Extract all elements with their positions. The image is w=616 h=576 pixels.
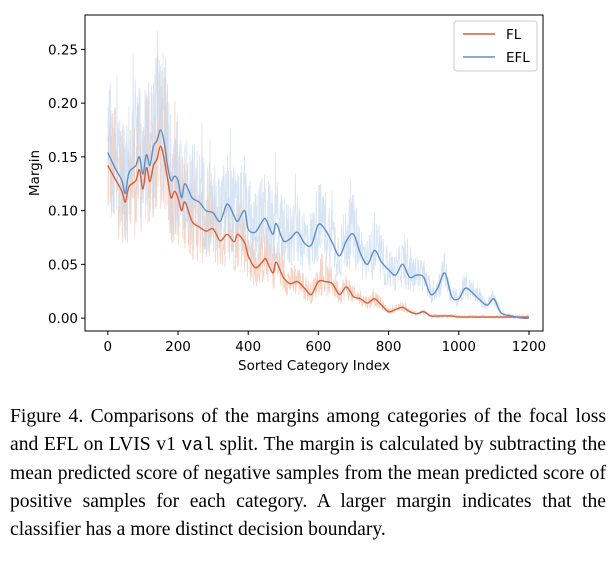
y-tick-label: 0.20 bbox=[48, 96, 78, 112]
x-axis-label: Sorted Category Index bbox=[238, 358, 390, 374]
legend: FL EFL bbox=[453, 20, 538, 72]
caption-split-name: val bbox=[181, 436, 214, 456]
series-line-efl bbox=[107, 129, 529, 319]
figure-caption: Figure 4. Comparisons of the margins amo… bbox=[10, 403, 606, 544]
x-tick-label: 1200 bbox=[512, 339, 546, 355]
y-tick-label: 0.10 bbox=[48, 204, 78, 220]
x-tick-label: 800 bbox=[376, 339, 402, 355]
x-tick-label: 0 bbox=[104, 339, 113, 355]
margin-chart: 0 200 400 600 800 1000 1200 0.00 0.05 0.10 0.15 0.… bbox=[27, 14, 546, 374]
legend-label-fl: FL bbox=[506, 27, 522, 43]
plot-frame bbox=[84, 14, 544, 332]
caption-text-1: Figure 4. Comparisons of the margins amo… bbox=[10, 406, 606, 455]
x-tick-label: 200 bbox=[165, 339, 191, 355]
legend-label-efl: EFL bbox=[506, 50, 530, 66]
x-tick-label: 1000 bbox=[442, 339, 476, 355]
y-tick-label: 0.05 bbox=[48, 257, 78, 273]
y-tick-label: 0.00 bbox=[48, 311, 78, 327]
series-line-fl bbox=[107, 145, 529, 318]
y-tick-label: 0.15 bbox=[48, 150, 78, 166]
x-tick-label: 400 bbox=[235, 339, 261, 355]
y-tick-label: 0.25 bbox=[48, 42, 78, 58]
x-tick-label: 600 bbox=[305, 339, 331, 355]
smoothed-lines bbox=[107, 129, 529, 319]
y-axis-label: Margin bbox=[27, 150, 43, 196]
y-axis: 0.00 0.05 0.10 0.15 0.20 0.25 bbox=[48, 42, 85, 327]
caption-text-2: split. The margin is calculated by subtr… bbox=[10, 434, 606, 540]
raw-trace-efl bbox=[107, 52, 529, 320]
x-axis: 0 200 400 600 800 1000 1200 bbox=[104, 331, 546, 355]
